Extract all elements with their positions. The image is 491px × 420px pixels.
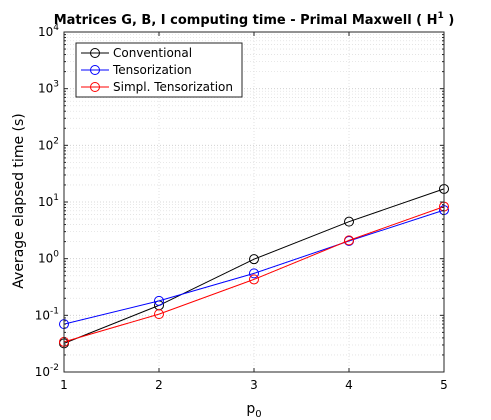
legend-marker — [90, 82, 100, 92]
y-tick-label: 102 — [38, 136, 59, 152]
chart-title: Matrices G, B, I computing time - Primal… — [54, 11, 455, 28]
legend-marker — [90, 48, 100, 58]
x-tick-label: 5 — [440, 378, 448, 392]
x-tick-label: 4 — [345, 378, 353, 392]
x-tick-label: 3 — [250, 378, 258, 392]
y-tick-label: 10-2 — [35, 363, 59, 379]
data-point — [249, 268, 259, 279]
data-point — [249, 274, 259, 285]
series-line — [63, 206, 445, 343]
chart-title-close-paren: ) — [448, 13, 454, 28]
legend-item: Simpl. Tensorization — [81, 80, 233, 94]
y-tick-label: 10-1 — [35, 306, 59, 322]
series-line — [63, 209, 445, 325]
legend-marker — [90, 65, 100, 75]
legend-item: Conventional — [81, 46, 192, 60]
legend-label: Tensorization — [112, 63, 192, 77]
y-tick-label: 104 — [38, 23, 59, 39]
y-tick-label: 103 — [38, 80, 59, 96]
chart-title-superscript: 1 — [438, 11, 444, 21]
series-line — [63, 188, 445, 344]
x-tick-label: 2 — [155, 378, 163, 392]
y-axis-label: Average elapsed time (s) — [11, 113, 27, 288]
data-point — [344, 216, 354, 227]
legend-label: Conventional — [113, 46, 192, 60]
data-point — [249, 254, 259, 265]
data-point — [344, 235, 354, 246]
y-tick-label: 100 — [38, 250, 59, 266]
data-point — [154, 295, 164, 306]
x-axis-label-subscript: 0 — [255, 409, 261, 420]
legend: Conventional Tensorization Simpl. Tensoriz… — [75, 42, 243, 98]
legend-label: Simpl. Tensorization — [113, 80, 233, 94]
x-tick-label: 1 — [60, 378, 68, 392]
y-tick-label: 101 — [38, 193, 59, 209]
data-point — [154, 309, 164, 320]
x-axis-label-main: p — [246, 401, 255, 417]
legend-item: Tensorization — [81, 63, 192, 77]
chart-title-main: Matrices G, B, I computing time - Primal… — [54, 13, 438, 28]
x-axis-label: p0 — [246, 401, 261, 420]
series-3 — [59, 201, 449, 347]
axis-ticks: 1 2 3 4 5 10-2 10-1 100 101 102 103 104 — [35, 23, 448, 392]
